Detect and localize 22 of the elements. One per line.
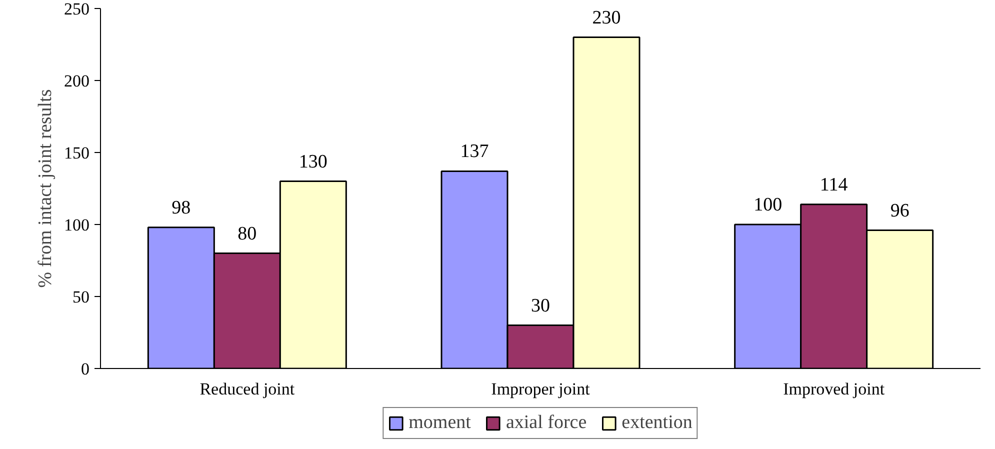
legend-label: axial force	[506, 412, 587, 434]
y-tick-label: 150	[64, 144, 90, 162]
y-tick-label: 200	[64, 72, 90, 90]
data-label: 230	[592, 7, 621, 28]
x-tick-label: Improper joint	[491, 380, 590, 398]
data-label: 98	[172, 197, 191, 218]
data-label: 96	[890, 200, 910, 222]
y-tick-label: 0	[81, 360, 90, 378]
y-tick-label: 250	[64, 0, 90, 18]
x-tick-label: Reduced joint	[200, 380, 295, 398]
legend-label: moment	[408, 412, 471, 434]
data-label: 130	[298, 151, 328, 172]
data-label: 100	[754, 194, 782, 216]
legend-label: extention	[622, 412, 692, 434]
y-tick-label: 50	[72, 288, 90, 306]
x-tick-label: Improved joint	[783, 380, 885, 398]
data-label: 114	[820, 174, 848, 196]
y-axis-title: % from intact joint results	[35, 89, 56, 288]
data-label: 137	[460, 141, 489, 162]
y-tick-label: 100	[64, 216, 90, 234]
data-label: 30	[531, 295, 550, 316]
data-label: 80	[238, 223, 257, 244]
